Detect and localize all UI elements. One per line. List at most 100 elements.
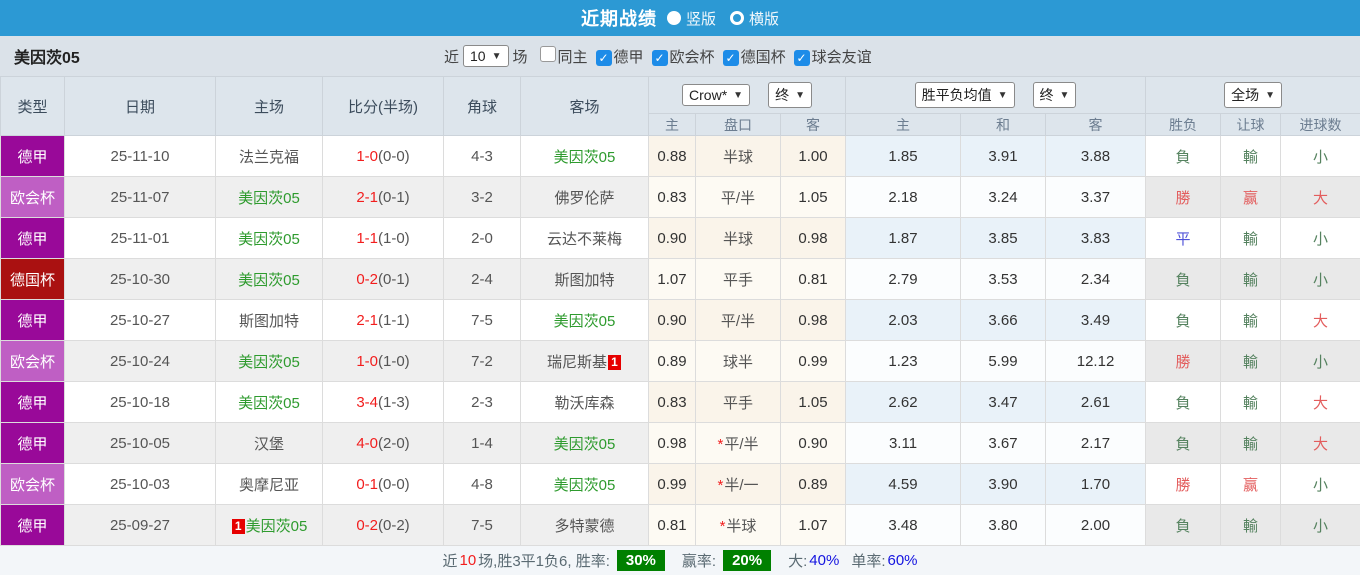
away-team-cell: 勒沃库森 xyxy=(520,381,649,423)
title-bar: 近期战绩 竖版 横版 xyxy=(0,0,1360,36)
match-type-cell: 德甲 xyxy=(0,422,65,464)
handicap-result-cell: 輸 xyxy=(1220,340,1282,382)
europe-away-odds-cell: 3.88 xyxy=(1045,135,1147,177)
away-team-cell: 美因茨05 xyxy=(520,463,649,505)
handicap-result-cell: 輸 xyxy=(1220,135,1282,177)
checkbox-checked-icon[interactable]: ✓ xyxy=(651,49,668,66)
page-title: 近期战绩 xyxy=(580,9,657,29)
europe-home-odds-cell: 1.85 xyxy=(845,135,962,177)
handicap-line: 半球 xyxy=(726,517,757,535)
away-team-name: 勒沃库森 xyxy=(554,394,615,412)
red-card-icon: 1 xyxy=(231,519,245,535)
away-team-name: 斯图加特 xyxy=(554,271,615,289)
sub-col-header-1: 盘口 xyxy=(695,113,781,136)
fulltime-score: 3-4 xyxy=(356,393,378,411)
europe-draw-odds-cell: 3.66 xyxy=(960,299,1047,341)
europe-away-odds-cell: 2.17 xyxy=(1045,422,1147,464)
radio-horizontal-layout[interactable]: 横版 xyxy=(730,8,779,29)
layout-radio-group: 竖版 横版 xyxy=(666,8,779,29)
match-type-cell: 欧会杯 xyxy=(0,463,65,505)
checkbox-unchecked-icon[interactable] xyxy=(539,45,556,62)
match-date-cell: 25-11-07 xyxy=(64,176,216,218)
table-row: 欧会杯 25-11-07 美因茨05 2-1(0-1) 3-2 佛罗伦萨 0.83 平/半 1.… xyxy=(0,176,1360,218)
fulltime-score: 4-0 xyxy=(356,434,378,452)
corner-cell: 2-0 xyxy=(443,217,521,259)
home-team-cell: 汉堡 xyxy=(215,422,323,464)
goals-over-under-cell: 大 xyxy=(1280,176,1360,218)
asia-home-odds-cell: 0.88 xyxy=(648,135,696,177)
win-draw-lose-cell: 負 xyxy=(1145,422,1222,464)
home-team-cell: 斯图加特 xyxy=(215,299,323,341)
home-team-name: 美因茨05 xyxy=(238,271,300,289)
fulltime-score: 1-0 xyxy=(356,147,378,165)
asia-time-select[interactable]: 终 ▼ xyxy=(768,82,812,108)
win-draw-lose-cell: 平 xyxy=(1145,217,1222,259)
footer-segment-9: 60% xyxy=(887,552,918,569)
handicap-line: 平手 xyxy=(722,394,753,412)
sub-col-header-2: 客 xyxy=(779,113,847,136)
col-header-score: 比分(半场) xyxy=(322,76,444,136)
asia-handicap-cell: 半球 xyxy=(695,217,781,259)
score-cell: 0-1(0-0) xyxy=(322,463,444,505)
games-label: 场 xyxy=(512,48,528,66)
europe-home-odds-cell: 2.18 xyxy=(845,176,962,218)
near-count-select[interactable]: 10 ▼ xyxy=(463,45,509,67)
europe-provider-select[interactable]: 胜平负均值 ▼ xyxy=(914,82,1015,108)
filter-bar: 美因茨05 近 10 ▼ 场 同主 ✓ 德甲 ✓ 欧会杯 ✓ 德国杯 ✓ 球会友谊 xyxy=(0,36,1360,76)
handicap-line: 半球 xyxy=(722,230,753,248)
scope-select[interactable]: 全场 ▼ xyxy=(1224,82,1282,108)
fulltime-score: 1-0 xyxy=(356,352,378,370)
goals-over-under-cell: 小 xyxy=(1280,258,1360,300)
checkbox-checked-icon[interactable]: ✓ xyxy=(595,49,612,66)
europe-away-odds-cell: 3.49 xyxy=(1045,299,1147,341)
asia-provider-select[interactable]: Crow* ▼ xyxy=(682,84,751,106)
radio-vertical-layout[interactable]: 竖版 xyxy=(666,8,716,29)
handicap-result-cell: 輸 xyxy=(1220,504,1282,546)
win-draw-lose-cell: 勝 xyxy=(1145,176,1222,218)
asia-home-odds-cell: 0.98 xyxy=(648,422,696,464)
red-card-icon: 1 xyxy=(608,355,621,371)
win-draw-lose-cell: 負 xyxy=(1145,381,1222,423)
radio-vertical-label: 竖版 xyxy=(685,10,716,28)
score-cell: 1-0(1-0) xyxy=(322,340,444,382)
win-draw-lose-cell: 負 xyxy=(1145,258,1222,300)
checkbox-checked-icon[interactable]: ✓ xyxy=(793,49,810,66)
europe-draw-odds-cell: 3.80 xyxy=(960,504,1047,546)
asia-handicap-cell: *半/一 xyxy=(695,463,781,505)
asia-away-odds-cell: 1.05 xyxy=(779,176,847,218)
halftime-score: (0-0) xyxy=(378,147,410,165)
home-team-cell: 美因茨05 xyxy=(215,217,323,259)
goals-over-under-cell: 小 xyxy=(1280,463,1360,505)
filter-label-3: 德国杯 xyxy=(740,48,786,66)
asia-away-odds-cell: 0.99 xyxy=(779,340,847,382)
europe-draw-odds-cell: 3.85 xyxy=(960,217,1047,259)
match-date-cell: 25-10-30 xyxy=(64,258,216,300)
away-team-name: 多特蒙德 xyxy=(554,517,615,535)
checkbox-checked-icon[interactable]: ✓ xyxy=(722,49,739,66)
asia-away-odds-cell: 0.98 xyxy=(779,217,847,259)
halftime-score: (0-2) xyxy=(378,516,410,534)
home-team-name: 奥摩尼亚 xyxy=(238,476,299,494)
radio-selected-icon[interactable] xyxy=(666,11,681,25)
home-team-name: 美因茨05 xyxy=(245,517,308,535)
goals-over-under-cell: 小 xyxy=(1280,135,1360,177)
home-team-cell: 美因茨05 xyxy=(215,258,323,300)
handicap-line: 半/一 xyxy=(724,476,759,494)
asia-handicap-cell: 球半 xyxy=(695,340,781,382)
match-date-cell: 25-10-24 xyxy=(64,340,216,382)
radio-unselected-icon[interactable] xyxy=(730,11,744,25)
handicap-result-cell: 輸 xyxy=(1220,422,1282,464)
home-team-cell: 美因茨05 xyxy=(215,176,323,218)
asia-away-odds-cell: 1.00 xyxy=(779,135,847,177)
europe-time-select[interactable]: 终 ▼ xyxy=(1032,82,1077,108)
away-team-cell: 美因茨05 xyxy=(520,299,649,341)
corner-cell: 7-2 xyxy=(443,340,521,382)
europe-provider-value: 胜平负均值 xyxy=(921,87,992,103)
handicap-line: 平/半 xyxy=(724,435,759,453)
europe-away-odds-cell: 2.61 xyxy=(1045,381,1147,423)
footer-segment-7: 40% xyxy=(809,552,840,569)
changed-line-star-icon: * xyxy=(717,476,724,494)
filters: 近 10 ▼ 场 同主 ✓ 德甲 ✓ 欧会杯 ✓ 德国杯 ✓ 球会友谊 xyxy=(444,45,872,67)
asia-handicap-cell: 平手 xyxy=(695,258,781,300)
europe-away-odds-cell: 1.70 xyxy=(1045,463,1147,505)
